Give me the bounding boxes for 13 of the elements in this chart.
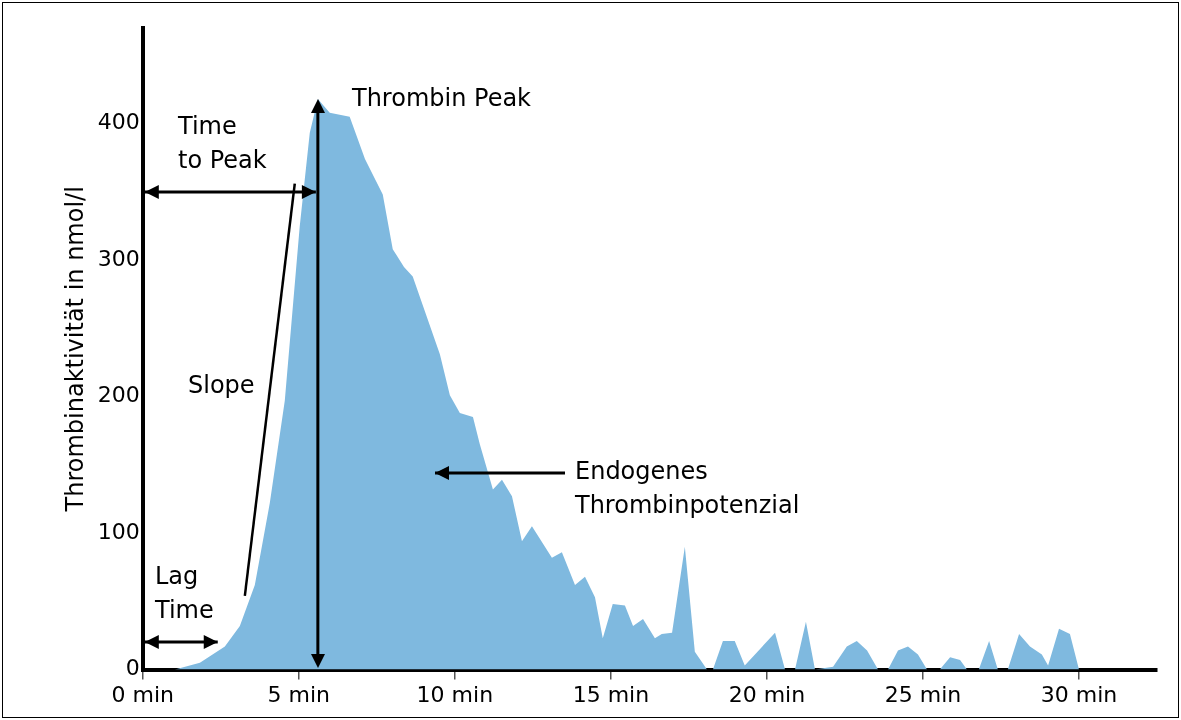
y-tick-label: 200 bbox=[97, 382, 140, 408]
x-tick-label: 25 min bbox=[884, 681, 962, 707]
y-tick-label: 400 bbox=[97, 109, 140, 135]
y-tick-label: 100 bbox=[97, 518, 140, 544]
y-tick-label: 300 bbox=[97, 245, 140, 271]
x-tick-label: 10 min bbox=[416, 681, 494, 707]
x-tick-label: 20 min bbox=[728, 681, 806, 707]
x-tick-label: 0 min bbox=[111, 681, 175, 707]
y-tick-label: 0 bbox=[125, 655, 140, 681]
y-axis-title: Thrombinaktivität in nmol/l bbox=[60, 186, 89, 513]
x-tick-label: 30 min bbox=[1040, 681, 1118, 707]
x-tick-label: 5 min bbox=[267, 681, 331, 707]
x-tick-label: 15 min bbox=[572, 681, 650, 707]
